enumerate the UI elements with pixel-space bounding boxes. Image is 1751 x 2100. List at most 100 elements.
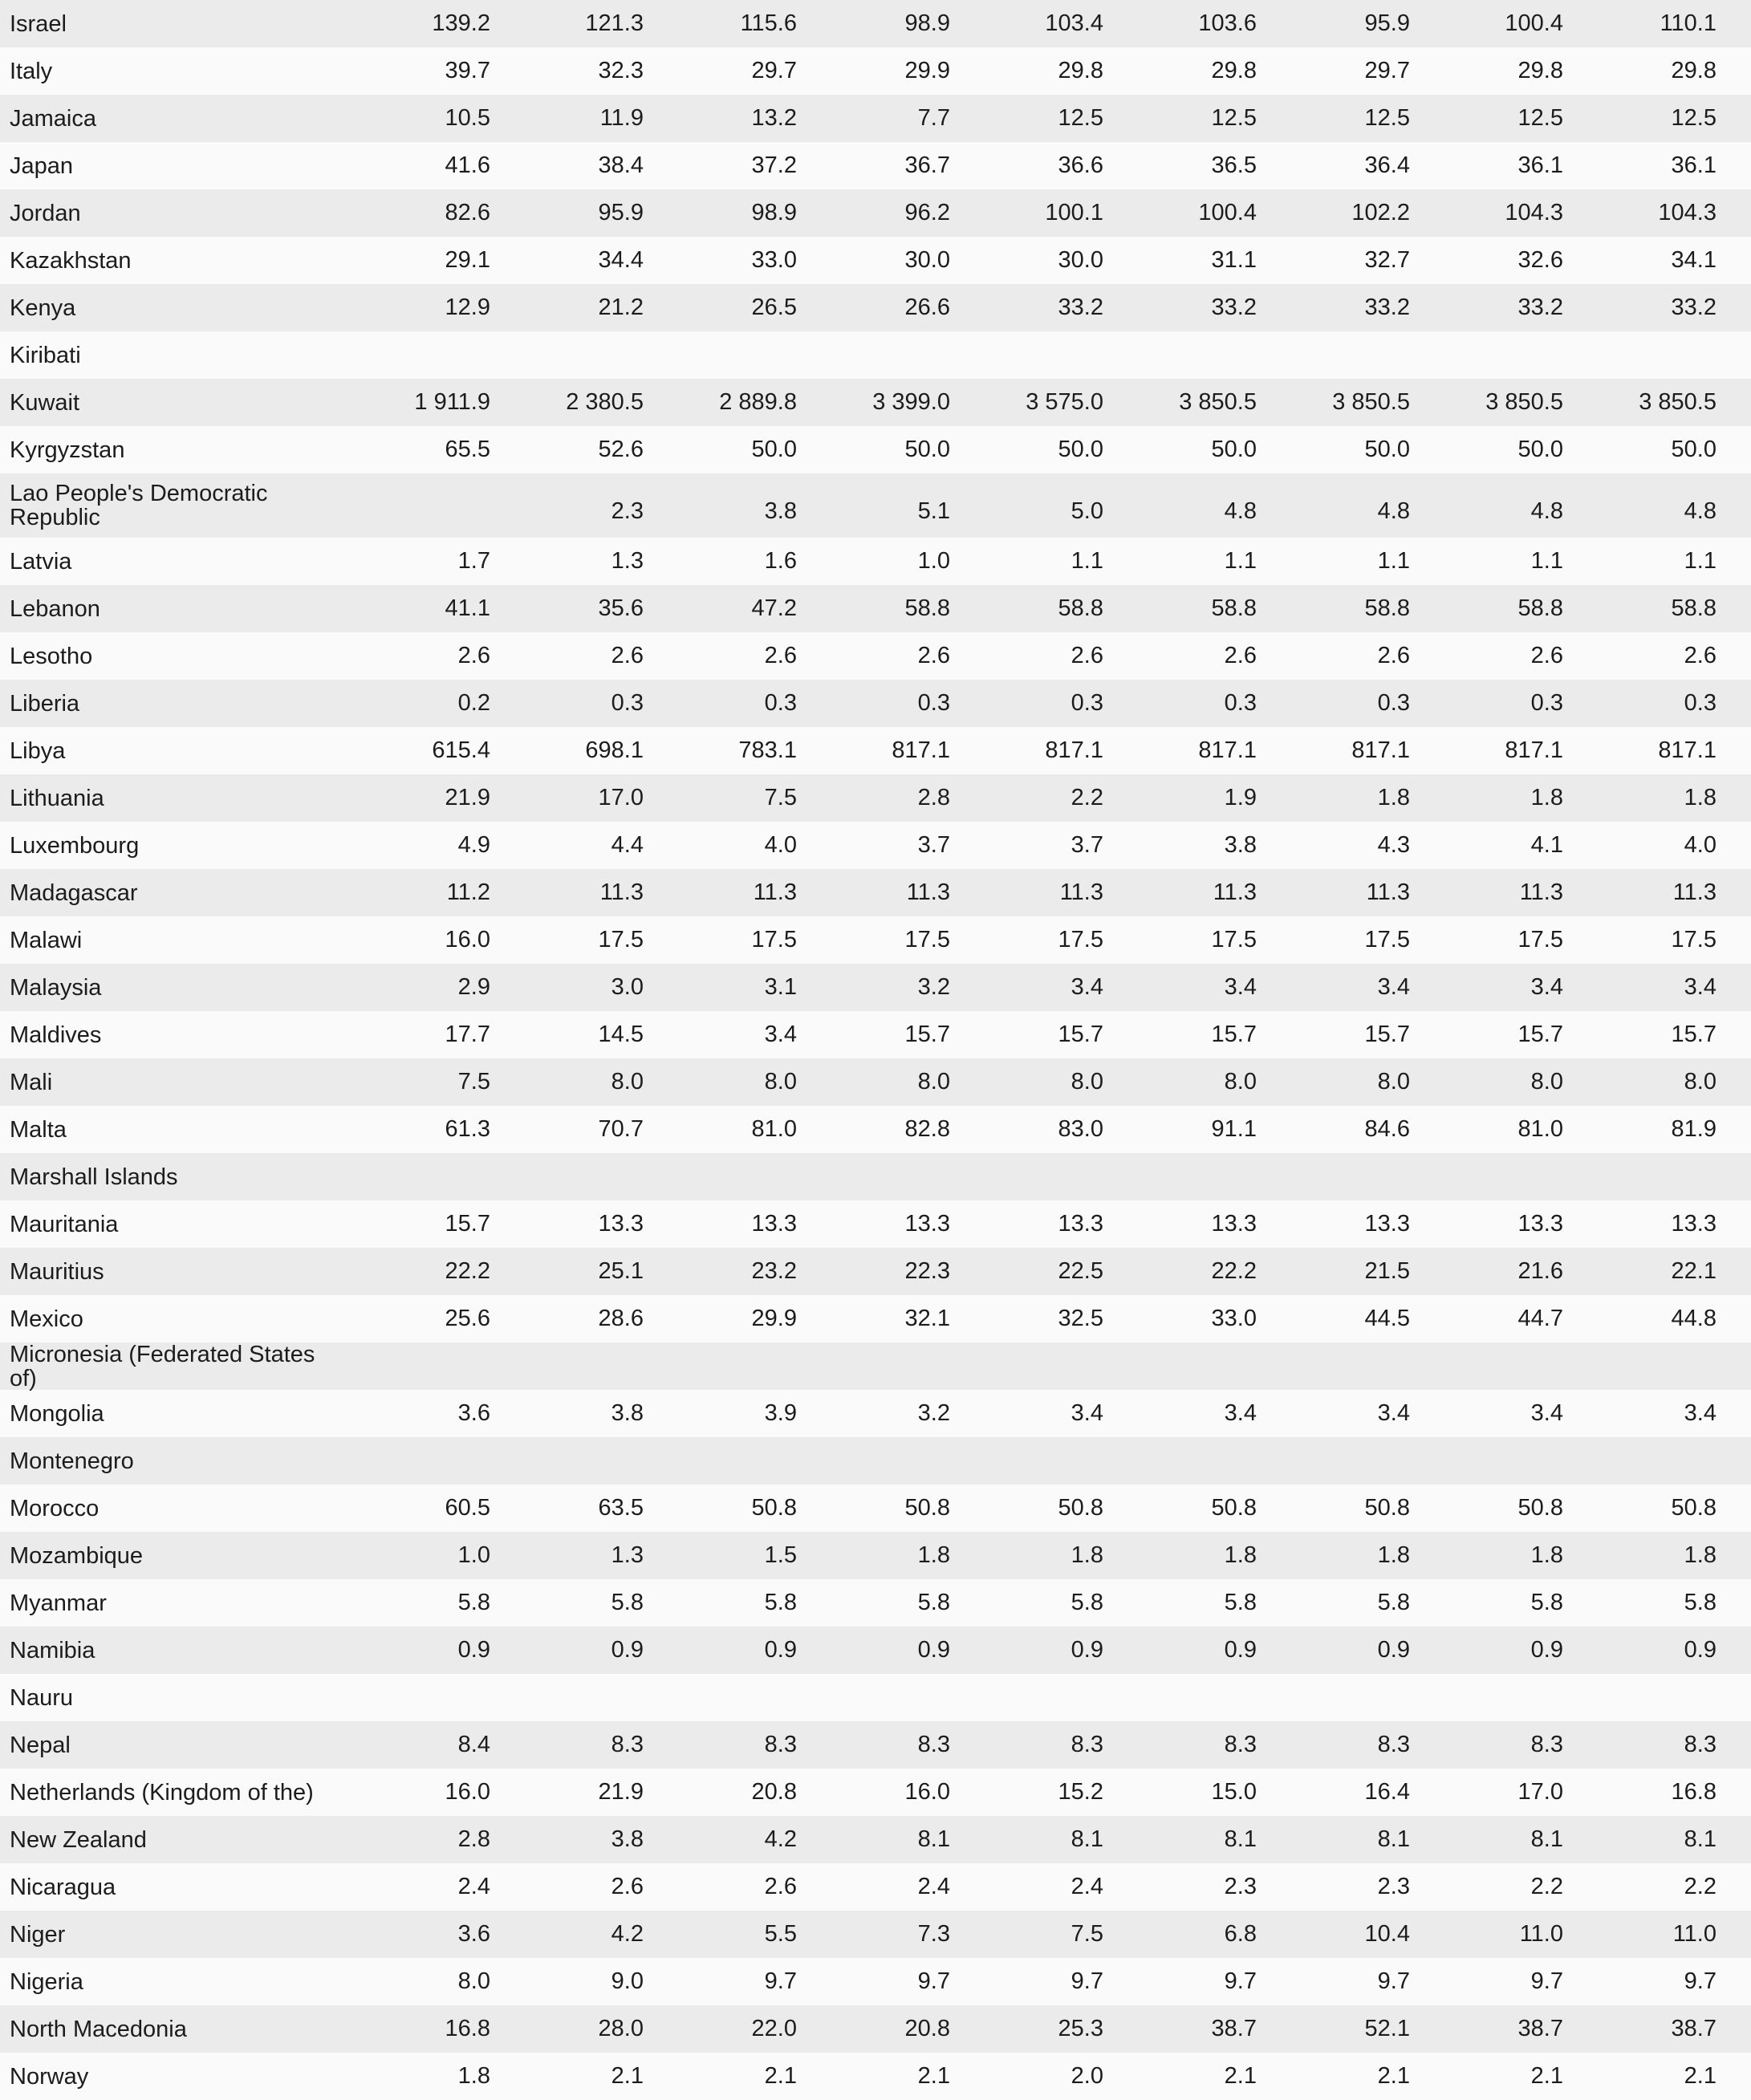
value-cell: 1.0 xyxy=(917,548,950,574)
value-cell: 22.2 xyxy=(1211,1258,1257,1284)
value-cell: 15.7 xyxy=(1058,1022,1103,1047)
table-row: Kenya 12.9 21.2 26.5 26.6 33.2 33.2 33.2 33.2 33.… xyxy=(0,284,1751,331)
value-cell: 8.1 xyxy=(1377,1826,1410,1852)
table-row: Mozambique 1.0 1.3 1.5 1.8 1.8 1.8 1.8 1.8 1.8 xyxy=(0,1532,1751,1579)
value-cell: 100.4 xyxy=(1505,10,1563,36)
country-name: Nigeria xyxy=(10,1968,83,1995)
table-row: Lithuania 21.9 17.0 7.5 2.8 2.2 1.9 1.8 1.8 1.8 xyxy=(0,774,1751,822)
value-cell: 817.1 xyxy=(1198,737,1257,763)
value-cell: 17.5 xyxy=(1211,927,1257,953)
table-row: Mauritania 15.7 13.3 13.3 13.3 13.3 13.3 13.3 13… xyxy=(0,1200,1751,1248)
value-cell: 2.3 xyxy=(611,498,644,524)
country-name: Kuwait xyxy=(10,389,80,416)
country-name: Italy xyxy=(10,58,53,84)
value-cell: 2.8 xyxy=(457,1826,490,1852)
value-cell: 32.5 xyxy=(1058,1306,1103,1331)
value-cell: 29.8 xyxy=(1517,58,1563,83)
value-cell: 50.0 xyxy=(1058,437,1103,462)
value-cell: 1.3 xyxy=(611,548,644,574)
table-row: Kazakhstan 29.1 34.4 33.0 30.0 30.0 31.1 32.7 32… xyxy=(0,237,1751,284)
value-cell: 15.7 xyxy=(904,1022,950,1047)
country-name: Kenya xyxy=(10,294,76,321)
value-cell: 13.3 xyxy=(598,1211,644,1237)
country-name: Nepal xyxy=(10,1732,71,1758)
value-cell: 9.7 xyxy=(1530,1968,1563,1994)
country-name: Mozambique xyxy=(10,1542,144,1569)
value-cell: 22.2 xyxy=(445,1258,490,1284)
value-cell: 96.2 xyxy=(904,200,950,225)
table-row: Lao People's Democratic Republic 2.3 3.8 5.… xyxy=(0,473,1751,538)
value-cell: 29.8 xyxy=(1058,58,1103,83)
table-row: Nauru xyxy=(0,1674,1751,1721)
value-cell: 95.9 xyxy=(598,200,644,225)
value-cell: 50.0 xyxy=(904,437,950,462)
value-cell: 0.3 xyxy=(1530,690,1563,716)
value-cell: 21.5 xyxy=(1364,1258,1410,1284)
value-cell: 8.3 xyxy=(611,1732,644,1757)
value-cell: 2.8 xyxy=(917,785,950,810)
value-cell: 9.7 xyxy=(1071,1968,1103,1994)
country-name: North Macedonia xyxy=(10,2016,187,2042)
value-cell: 5.8 xyxy=(1071,1590,1103,1615)
value-cell: 817.1 xyxy=(1351,737,1410,763)
value-cell: 33.2 xyxy=(1058,294,1103,320)
value-cell: 33.2 xyxy=(1211,294,1257,320)
value-cell: 4.4 xyxy=(611,832,644,858)
value-cell: 7.5 xyxy=(764,785,797,810)
value-cell: 0.9 xyxy=(1684,1637,1716,1663)
value-cell: 4.2 xyxy=(764,1826,797,1852)
value-cell: 1.8 xyxy=(1684,1542,1716,1568)
value-cell: 44.8 xyxy=(1671,1306,1716,1331)
value-cell: 3.8 xyxy=(611,1400,644,1426)
country-name: Maldives xyxy=(10,1022,102,1048)
value-cell: 102.2 xyxy=(1351,200,1410,225)
value-cell: 0.3 xyxy=(1377,690,1410,716)
table-row: Niger 3.6 4.2 5.5 7.3 7.5 6.8 10.4 11.0 11.0 xyxy=(0,1911,1751,1958)
value-cell: 3.8 xyxy=(1224,832,1257,858)
country-name: Jordan xyxy=(10,200,81,226)
value-cell: 17.5 xyxy=(1058,927,1103,953)
value-cell: 0.3 xyxy=(1684,690,1716,716)
value-cell: 0.9 xyxy=(917,1637,950,1663)
value-cell: 12.5 xyxy=(1211,105,1257,131)
country-name: Nauru xyxy=(10,1684,73,1711)
value-cell: 1.1 xyxy=(1684,548,1716,574)
value-cell: 16.4 xyxy=(1364,1779,1410,1805)
value-cell: 17.5 xyxy=(751,927,797,953)
value-cell: 25.1 xyxy=(598,1258,644,1284)
value-cell: 17.0 xyxy=(598,785,644,810)
country-name: Latvia xyxy=(10,548,72,575)
value-cell: 2 889.8 xyxy=(719,389,797,415)
value-cell: 91.1 xyxy=(1211,1116,1257,1142)
value-cell: 9.7 xyxy=(1377,1968,1410,1994)
value-cell: 103.4 xyxy=(1045,10,1103,36)
value-cell: 44.7 xyxy=(1517,1306,1563,1331)
value-cell: 4.2 xyxy=(611,1921,644,1947)
country-name: Liberia xyxy=(10,690,80,717)
country-name: New Zealand xyxy=(10,1826,147,1853)
value-cell: 1.1 xyxy=(1530,548,1563,574)
value-cell: 0.2 xyxy=(457,690,490,716)
value-cell: 3.4 xyxy=(1377,974,1410,1000)
value-cell: 21.9 xyxy=(598,1779,644,1805)
value-cell: 33.2 xyxy=(1517,294,1563,320)
value-cell: 12.5 xyxy=(1671,105,1716,131)
value-cell: 9.0 xyxy=(611,1968,644,1994)
value-cell: 36.1 xyxy=(1517,152,1563,178)
value-cell: 3.4 xyxy=(1530,974,1563,1000)
value-cell: 2.9 xyxy=(457,974,490,1000)
value-cell: 1.8 xyxy=(1530,1542,1563,1568)
value-cell: 2.6 xyxy=(764,643,797,668)
value-cell: 50.8 xyxy=(904,1495,950,1521)
value-cell: 3.4 xyxy=(1684,1400,1716,1426)
value-cell: 22.5 xyxy=(1058,1258,1103,1284)
value-cell xyxy=(337,500,490,511)
value-cell: 21.2 xyxy=(598,294,644,320)
value-cell: 32.3 xyxy=(598,58,644,83)
value-cell: 25.3 xyxy=(1058,2016,1103,2041)
value-cell: 10.4 xyxy=(1364,1921,1410,1947)
country-name: Jamaica xyxy=(10,105,96,132)
value-cell: 1.8 xyxy=(1684,785,1716,810)
value-cell: 16.0 xyxy=(445,927,490,953)
value-cell: 3 850.5 xyxy=(1179,389,1257,415)
